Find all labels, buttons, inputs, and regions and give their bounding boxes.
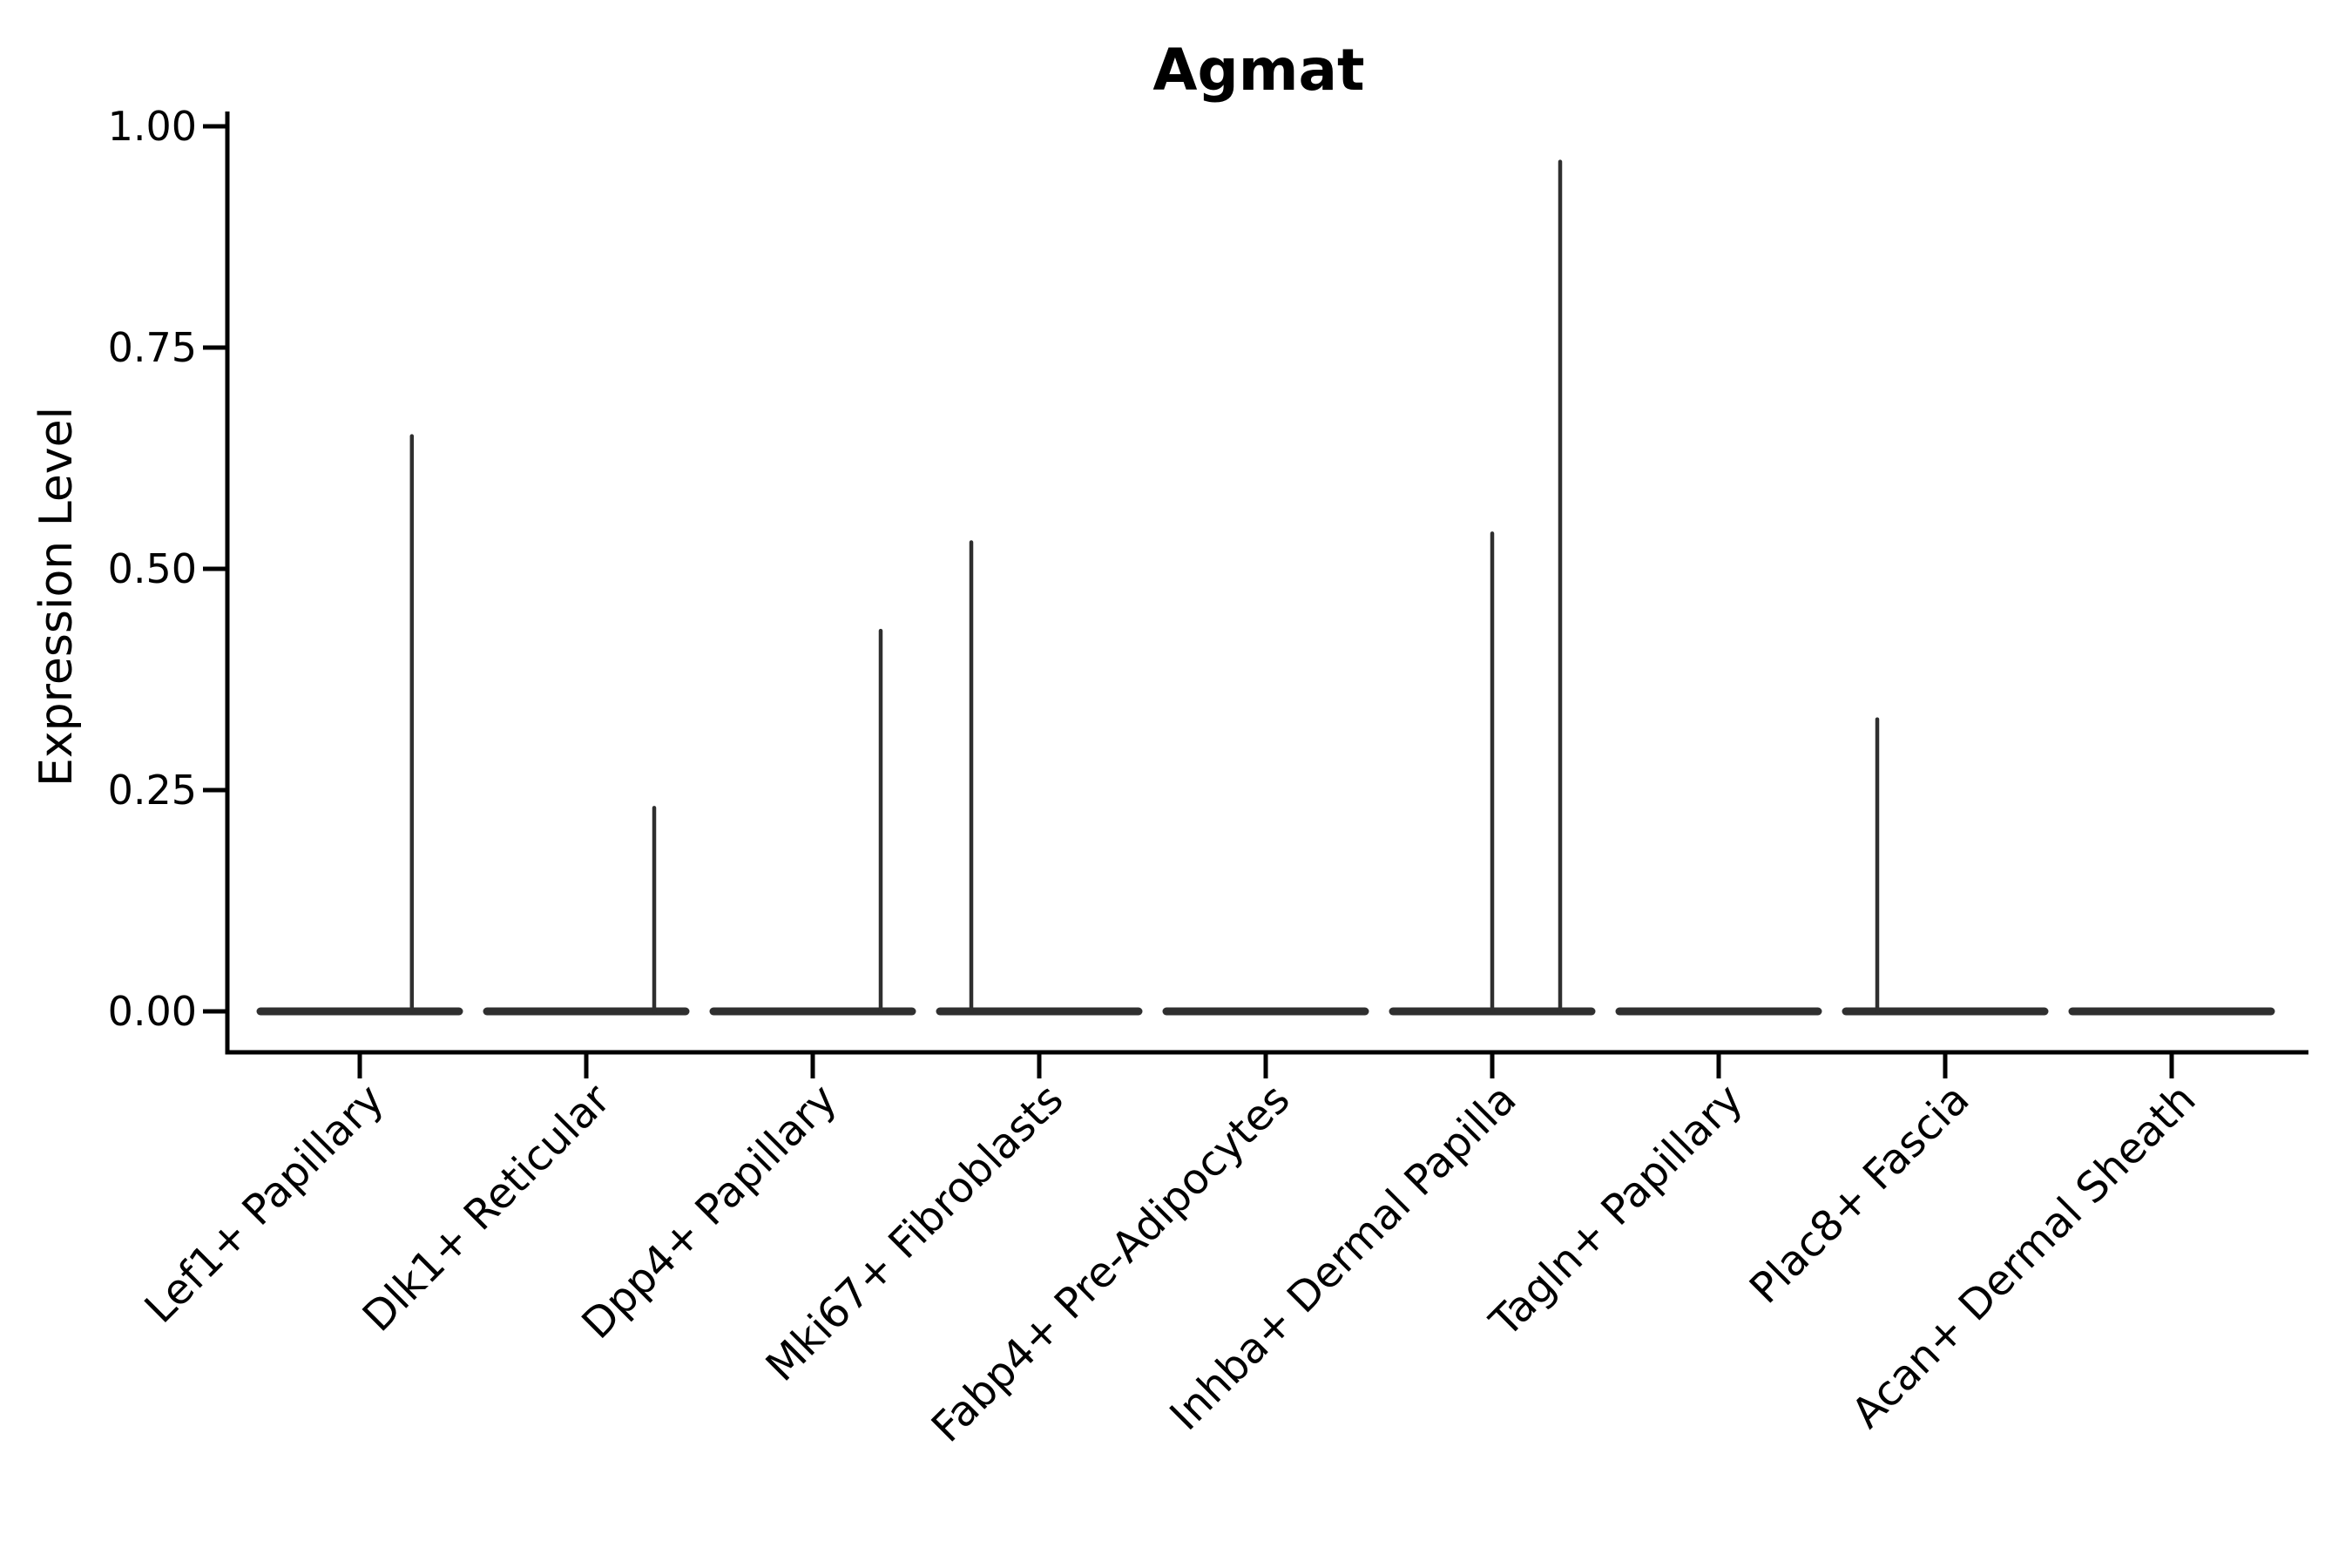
violins [256, 159, 2275, 1016]
y-tick-label: 1.00 [108, 103, 197, 150]
axes [203, 112, 2308, 1078]
x-tick-label: Tagln+ Papillary [1480, 1075, 1752, 1347]
x-tick-label: Fabp4+ Pre-Adipocytes [923, 1075, 1300, 1452]
x-tick-label: Lef1+ Papillary [136, 1075, 394, 1333]
y-tick-label: 0.00 [108, 988, 197, 1035]
y-axis-label: Expression Level [30, 407, 83, 787]
y-tick-labels: 0.00 0.25 0.50 0.75 1.00 [108, 103, 197, 1035]
y-tick-label: 0.25 [108, 767, 197, 814]
x-tick-label: Dlk1+ Reticular [354, 1075, 620, 1342]
y-tick-label: 0.50 [108, 545, 197, 592]
y-tick-label: 0.75 [108, 324, 197, 371]
plot-title: Agmat [1152, 37, 1364, 104]
x-tick-label: Plac8+ Fascia [1740, 1075, 1979, 1314]
